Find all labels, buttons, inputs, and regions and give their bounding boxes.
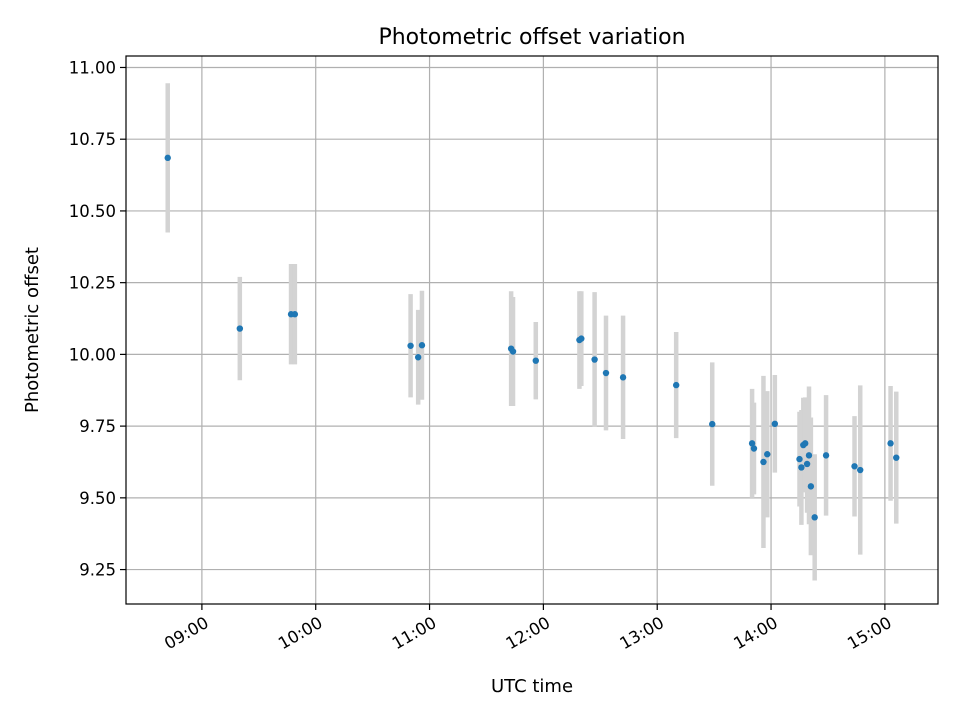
data-points [164,154,900,521]
data-point [748,440,756,447]
x-tick-label: 14:00 [730,613,781,653]
y-tick-label: 9.50 [79,489,116,508]
x-tick-label: 10:00 [275,613,326,653]
data-point [414,354,422,361]
error-bars [165,83,899,581]
data-point [532,357,539,364]
x-axis-label: UTC time [491,676,573,697]
x-tick-label: 15:00 [844,613,895,653]
data-point [418,342,426,349]
data-point [236,325,244,332]
data-point [619,374,627,381]
x-tick-label: 09:00 [161,613,212,653]
x-tick-label: 11:00 [389,613,440,653]
data-point [805,452,813,459]
data-point [771,420,779,428]
data-point [760,458,767,466]
y-axis-label: Photometric offset [22,247,43,413]
data-point [887,440,894,447]
data-point [750,445,758,452]
data-point [602,369,610,377]
x-tick-label: 13:00 [617,613,668,653]
y-tick-label: 10.75 [69,130,116,149]
y-axis-ticks: 9.25 9.50 9.75 10.00 10.25 10.50 10.75 11.00 [69,58,126,580]
y-tick-label: 10.00 [69,345,116,364]
data-point [291,311,299,318]
data-point [578,335,585,342]
data-point [851,463,858,470]
y-tick-label: 9.25 [79,561,116,580]
data-point [803,460,811,468]
data-point [822,452,830,459]
data-point [807,483,815,490]
grid [126,56,938,604]
y-tick-label: 11.00 [69,58,116,77]
y-tick-label: 10.50 [69,202,116,221]
x-tick-label: 12:00 [503,613,554,653]
data-point [801,440,809,447]
x-axis-ticks: 09:00 10:00 11:00 12:00 13:00 14:00 15:00 [161,604,895,653]
data-point [407,342,414,349]
data-point [764,451,771,458]
data-point [591,356,598,363]
data-point [811,514,818,521]
data-point [796,455,803,463]
data-point [509,348,517,355]
y-tick-label: 9.75 [79,417,116,436]
data-point [893,454,900,461]
data-point [164,154,171,162]
plot-frame [125,55,939,605]
data-point [672,381,680,389]
y-tick-label: 10.25 [69,274,116,293]
data-point [857,466,864,474]
data-point [798,464,805,471]
chart-title: Photometric offset variation [378,25,685,50]
data-point [709,420,716,428]
